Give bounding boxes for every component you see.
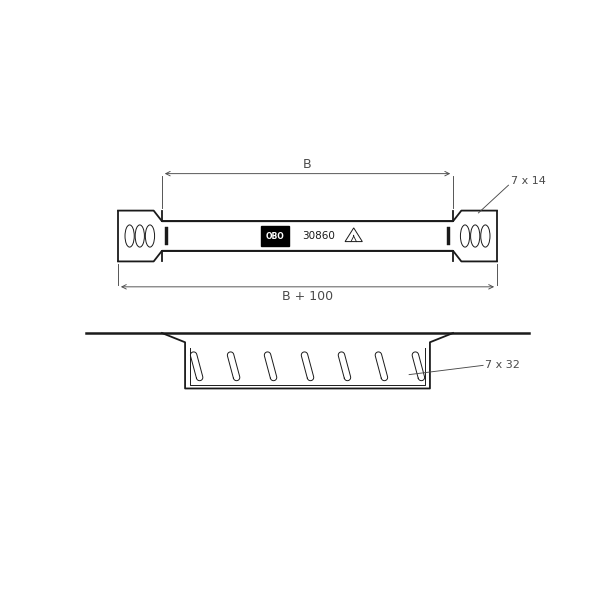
Bar	[261, 226, 289, 246]
Text: 7 x 32: 7 x 32	[485, 361, 520, 370]
Text: B: B	[303, 158, 312, 171]
Bar	[165, 227, 169, 245]
Text: 30860: 30860	[302, 231, 335, 241]
Bar	[446, 227, 450, 245]
Text: B + 100: B + 100	[282, 290, 333, 302]
Text: OBO: OBO	[266, 232, 284, 241]
Text: 7 x 14: 7 x 14	[511, 176, 545, 187]
